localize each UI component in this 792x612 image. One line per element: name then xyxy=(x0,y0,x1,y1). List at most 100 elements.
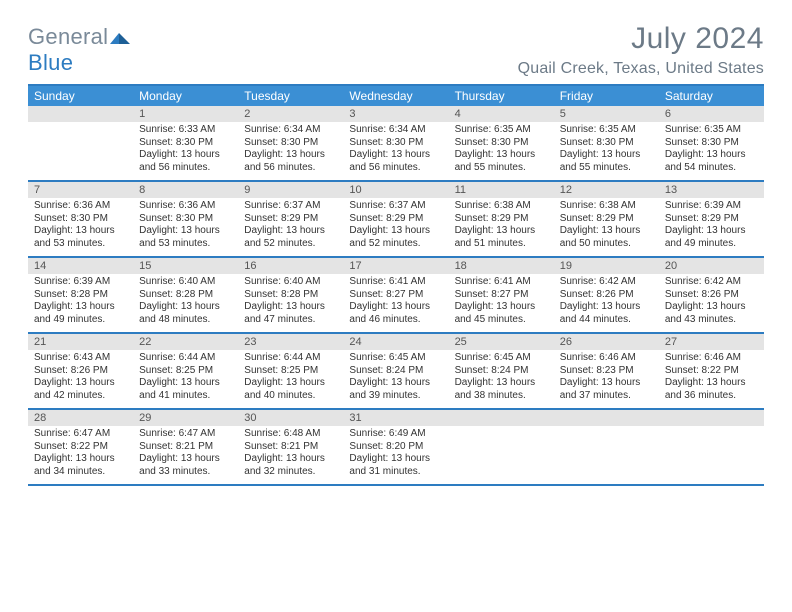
day-line: Sunrise: 6:46 AM xyxy=(560,352,653,365)
day-line: Daylight: 13 hours xyxy=(455,377,548,390)
day-line: Daylight: 13 hours xyxy=(349,149,442,162)
day-content: Sunrise: 6:45 AMSunset: 8:24 PMDaylight:… xyxy=(449,350,554,408)
day-line: Sunset: 8:29 PM xyxy=(349,213,442,226)
day-content: Sunrise: 6:41 AMSunset: 8:27 PMDaylight:… xyxy=(449,274,554,332)
day-line: and 43 minutes. xyxy=(665,314,758,327)
day-content: Sunrise: 6:34 AMSunset: 8:30 PMDaylight:… xyxy=(343,122,448,180)
dow-row: SundayMondayTuesdayWednesdayThursdayFrid… xyxy=(28,86,764,106)
day-line: Daylight: 13 hours xyxy=(244,149,337,162)
day-number: 29 xyxy=(133,410,238,426)
day-number: 1 xyxy=(133,106,238,122)
day-line: and 56 minutes. xyxy=(349,162,442,175)
day-content: Sunrise: 6:47 AMSunset: 8:22 PMDaylight:… xyxy=(28,426,133,484)
day-line: Sunrise: 6:38 AM xyxy=(455,200,548,213)
day-number: 5 xyxy=(554,106,659,122)
day-line: Daylight: 13 hours xyxy=(349,225,442,238)
day-line: and 50 minutes. xyxy=(560,238,653,251)
day-line: Sunset: 8:26 PM xyxy=(665,289,758,302)
day-number xyxy=(554,410,659,426)
day-content: Sunrise: 6:36 AMSunset: 8:30 PMDaylight:… xyxy=(28,198,133,256)
day-line: Sunrise: 6:47 AM xyxy=(139,428,232,441)
day-content: Sunrise: 6:46 AMSunset: 8:23 PMDaylight:… xyxy=(554,350,659,408)
day-line: Daylight: 13 hours xyxy=(244,377,337,390)
day-content: Sunrise: 6:35 AMSunset: 8:30 PMDaylight:… xyxy=(449,122,554,180)
day-number: 23 xyxy=(238,334,343,350)
day-line: Sunrise: 6:39 AM xyxy=(34,276,127,289)
day-content: Sunrise: 6:43 AMSunset: 8:26 PMDaylight:… xyxy=(28,350,133,408)
day-line: Daylight: 13 hours xyxy=(139,149,232,162)
day-line: Daylight: 13 hours xyxy=(244,301,337,314)
day-line: Daylight: 13 hours xyxy=(560,225,653,238)
day-line: and 40 minutes. xyxy=(244,390,337,403)
day-line: Sunset: 8:23 PM xyxy=(560,365,653,378)
day-line: and 37 minutes. xyxy=(560,390,653,403)
day-line: Sunset: 8:27 PM xyxy=(455,289,548,302)
day-line: Daylight: 13 hours xyxy=(34,453,127,466)
day-line: Daylight: 13 hours xyxy=(139,453,232,466)
day-line: Sunrise: 6:40 AM xyxy=(244,276,337,289)
day-content: Sunrise: 6:46 AMSunset: 8:22 PMDaylight:… xyxy=(659,350,764,408)
day-content xyxy=(554,426,659,484)
week-stack: 28293031 Sunrise: 6:47 AMSunset: 8:22 PM… xyxy=(28,410,764,484)
day-line: and 52 minutes. xyxy=(244,238,337,251)
day-line: and 39 minutes. xyxy=(349,390,442,403)
day-line: Sunset: 8:25 PM xyxy=(139,365,232,378)
dow-header: Sunday xyxy=(28,86,133,106)
day-content: Sunrise: 6:48 AMSunset: 8:21 PMDaylight:… xyxy=(238,426,343,484)
week-row: 21222324252627Sunrise: 6:43 AMSunset: 8:… xyxy=(28,334,764,410)
day-number: 19 xyxy=(554,258,659,274)
day-number: 30 xyxy=(238,410,343,426)
dow-header: Monday xyxy=(133,86,238,106)
brand-part1: General xyxy=(28,24,108,49)
day-line: Sunset: 8:30 PM xyxy=(455,137,548,150)
week-stack: 123456 Sunrise: 6:33 AMSunset: 8:30 PMDa… xyxy=(28,106,764,180)
day-line: and 54 minutes. xyxy=(665,162,758,175)
day-line: and 38 minutes. xyxy=(455,390,548,403)
day-line: Sunset: 8:30 PM xyxy=(560,137,653,150)
day-number: 2 xyxy=(238,106,343,122)
day-line: Sunrise: 6:47 AM xyxy=(34,428,127,441)
day-line: and 53 minutes. xyxy=(34,238,127,251)
day-number: 27 xyxy=(659,334,764,350)
day-line: Sunrise: 6:44 AM xyxy=(244,352,337,365)
week-stack: 21222324252627Sunrise: 6:43 AMSunset: 8:… xyxy=(28,334,764,408)
day-line: and 49 minutes. xyxy=(665,238,758,251)
day-line: Daylight: 13 hours xyxy=(139,301,232,314)
day-content: Sunrise: 6:34 AMSunset: 8:30 PMDaylight:… xyxy=(238,122,343,180)
day-line: and 31 minutes. xyxy=(349,466,442,479)
day-content: Sunrise: 6:42 AMSunset: 8:26 PMDaylight:… xyxy=(554,274,659,332)
day-number: 13 xyxy=(659,182,764,198)
dow-header: Saturday xyxy=(659,86,764,106)
month-title: July 2024 xyxy=(518,24,764,54)
daynum-row: 123456 xyxy=(28,106,764,122)
week-row: 78910111213Sunrise: 6:36 AMSunset: 8:30 … xyxy=(28,182,764,258)
day-line: Sunset: 8:20 PM xyxy=(349,441,442,454)
day-number: 28 xyxy=(28,410,133,426)
day-line: Daylight: 13 hours xyxy=(665,301,758,314)
day-number: 11 xyxy=(449,182,554,198)
location-text: Quail Creek, Texas, United States xyxy=(518,60,764,78)
day-line: Daylight: 13 hours xyxy=(34,225,127,238)
day-content: Sunrise: 6:44 AMSunset: 8:25 PMDaylight:… xyxy=(133,350,238,408)
week-row: 28293031 Sunrise: 6:47 AMSunset: 8:22 PM… xyxy=(28,410,764,486)
day-line: Sunrise: 6:42 AM xyxy=(560,276,653,289)
day-content xyxy=(659,426,764,484)
day-line: and 48 minutes. xyxy=(139,314,232,327)
day-number: 6 xyxy=(659,106,764,122)
day-line: and 45 minutes. xyxy=(455,314,548,327)
day-line: Sunset: 8:22 PM xyxy=(34,441,127,454)
day-content: Sunrise: 6:38 AMSunset: 8:29 PMDaylight:… xyxy=(449,198,554,256)
day-line: Sunrise: 6:43 AM xyxy=(34,352,127,365)
day-line: Sunrise: 6:35 AM xyxy=(560,124,653,137)
day-line: Sunset: 8:30 PM xyxy=(349,137,442,150)
day-line: and 56 minutes. xyxy=(139,162,232,175)
day-content xyxy=(28,122,133,180)
day-line: Sunrise: 6:34 AM xyxy=(244,124,337,137)
day-line: Daylight: 13 hours xyxy=(455,225,548,238)
brand-part2: Blue xyxy=(28,50,73,75)
day-line: Daylight: 13 hours xyxy=(665,377,758,390)
day-line: Sunset: 8:27 PM xyxy=(349,289,442,302)
day-line: Daylight: 13 hours xyxy=(665,149,758,162)
header: GeneralBlue July 2024 Quail Creek, Texas… xyxy=(28,24,764,78)
dow-header: Thursday xyxy=(449,86,554,106)
